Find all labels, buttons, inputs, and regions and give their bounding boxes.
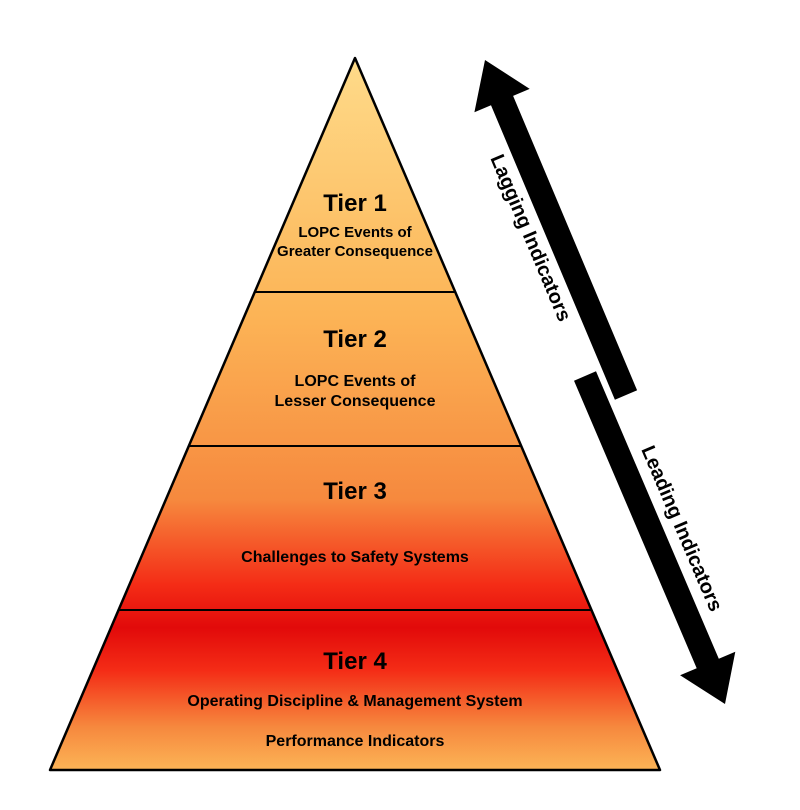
- tier-1-desc: LOPC Events ofGreater Consequence: [145, 224, 565, 262]
- tier-1-title: Tier 1: [323, 190, 387, 218]
- tier-4-title: Tier 4: [323, 648, 387, 676]
- pyramid-diagram: Lagging IndicatorsLeading Indicators Tie…: [0, 0, 800, 810]
- tier-2-desc: LOPC Events ofLesser Consequence: [145, 372, 565, 412]
- tier-3-desc: Challenges to Safety Systems: [145, 548, 565, 568]
- tier-3-title: Tier 3: [323, 478, 387, 506]
- tier-4-desc: Operating Discipline & Management System…: [145, 692, 565, 752]
- tier-2-title: Tier 2: [323, 326, 387, 354]
